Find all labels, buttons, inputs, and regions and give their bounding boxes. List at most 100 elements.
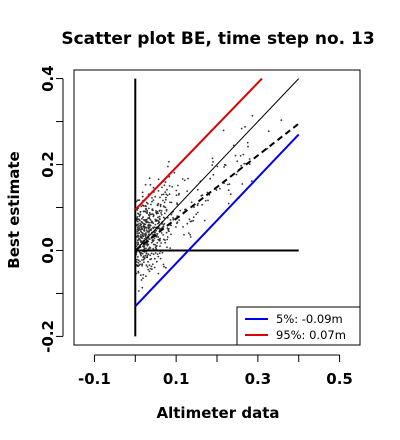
scatter-point	[153, 237, 156, 240]
scatter-point	[159, 196, 161, 199]
scatter-point	[148, 216, 151, 219]
scatter-point	[137, 264, 139, 267]
scatter-point	[137, 261, 140, 264]
scatter-point	[151, 208, 154, 211]
scatter-point	[172, 216, 174, 219]
scatter-point	[141, 234, 144, 237]
scatter-point	[157, 236, 160, 238]
scatter-point	[142, 225, 145, 228]
scatter-point	[164, 241, 167, 244]
scatter-point	[247, 145, 249, 148]
scatter-point	[148, 177, 151, 180]
scatter-point	[170, 224, 173, 227]
legend-label-95pct: 95%: 0.07m	[276, 328, 346, 342]
scatter-point	[148, 227, 150, 229]
scatter-point	[145, 201, 148, 204]
scatter-point	[188, 218, 191, 221]
scatter-point	[145, 252, 148, 255]
scatter-point	[152, 226, 154, 229]
scatter-point	[177, 194, 180, 196]
scatter-point	[148, 247, 151, 250]
scatter-point	[146, 254, 149, 257]
scatter-point	[140, 230, 142, 233]
scatter-point	[244, 125, 246, 128]
scatter-point	[250, 180, 253, 183]
scatter-point	[137, 256, 139, 258]
scatter-point	[166, 246, 168, 249]
scatter-point	[146, 209, 149, 212]
scatter-point	[197, 202, 200, 205]
scatter-point	[142, 256, 145, 259]
scatter-point	[229, 193, 232, 196]
scatter-point	[196, 204, 199, 207]
scatter-point	[158, 215, 161, 218]
scatter-point	[201, 203, 204, 206]
scatter-point	[246, 141, 249, 144]
scatter-point	[154, 244, 157, 246]
scatter-point	[147, 224, 150, 227]
scatter-point	[156, 253, 159, 256]
scatter-point	[164, 181, 167, 184]
scatter-point	[196, 188, 199, 191]
scatter-point	[143, 261, 145, 264]
scatter-point	[160, 210, 163, 212]
scatter-point	[155, 260, 158, 263]
scatter-point	[139, 228, 142, 231]
scatter-point	[154, 252, 157, 254]
scatter-point	[227, 189, 230, 192]
scatter-point	[150, 252, 153, 255]
scatter-point	[141, 232, 144, 235]
scatter-point	[267, 130, 270, 133]
scatter-point	[168, 193, 171, 196]
scatter-point	[139, 240, 142, 243]
scatter-point	[240, 127, 243, 130]
fit-line-95pct	[134, 77, 263, 211]
plot-frame	[73, 69, 361, 346]
scatter-point	[141, 264, 144, 267]
scatter-point	[155, 212, 158, 215]
scatter-point	[150, 220, 153, 223]
scatter-point	[139, 274, 142, 277]
scatter-point	[186, 190, 189, 193]
scatter-point	[209, 177, 212, 180]
scatter-point	[172, 219, 175, 221]
x-tick-label: 0.5	[326, 370, 353, 388]
scatter-point	[184, 208, 186, 211]
scatter-point	[139, 236, 142, 239]
scatter-point	[239, 155, 242, 157]
scatter-point	[161, 186, 163, 189]
scatter-point	[166, 236, 169, 238]
scatter-point	[192, 219, 195, 222]
scatter-point	[146, 230, 149, 233]
scatter-point	[177, 184, 179, 187]
scatter-point	[165, 231, 168, 234]
scatter-point	[141, 217, 143, 220]
scatter-point	[175, 194, 178, 197]
legend-box	[236, 306, 361, 346]
scatter-point	[219, 187, 221, 190]
y-tick-label: 0.2	[39, 151, 57, 178]
scatter-point	[142, 277, 144, 280]
y-axis: -0.2 0.0 0.2 0.4	[39, 65, 64, 353]
scatter-point	[142, 224, 145, 227]
scatter-point	[183, 233, 185, 236]
scatter-point	[148, 212, 151, 214]
scatter-point	[162, 199, 164, 202]
scatter-point	[155, 219, 158, 222]
scatter-point	[240, 164, 243, 167]
scatter-point	[165, 193, 168, 196]
scatter-point	[178, 219, 181, 222]
scatter-point	[168, 160, 170, 163]
scatter-point	[166, 188, 168, 191]
y-tick-label: 0.0	[39, 237, 57, 264]
scatter-point	[159, 245, 161, 248]
scatter-point	[154, 231, 157, 234]
scatter-point	[141, 204, 144, 207]
scatter-point	[145, 234, 148, 236]
scatter-point	[176, 202, 178, 205]
scatter-point	[142, 273, 145, 276]
scatter-point	[158, 210, 161, 212]
scatter-point	[170, 233, 172, 236]
scatter-point	[150, 241, 153, 244]
